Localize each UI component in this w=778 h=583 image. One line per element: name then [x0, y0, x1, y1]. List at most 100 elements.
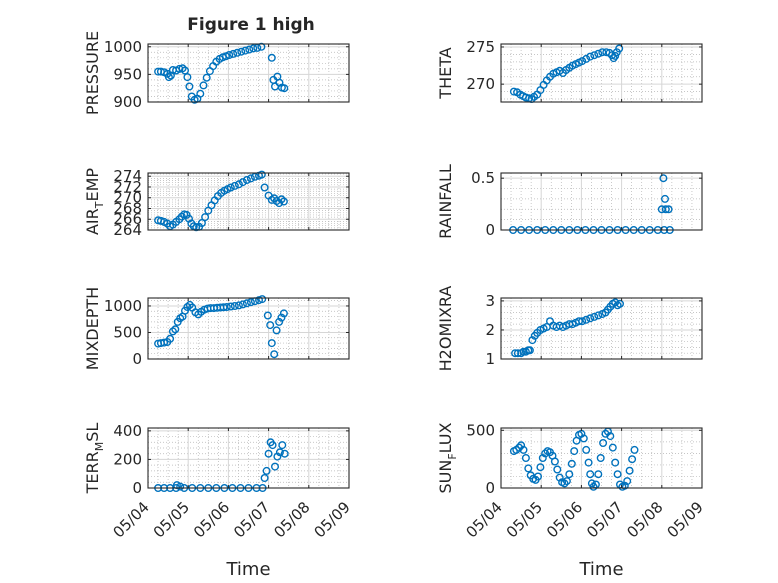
- data-point: [661, 194, 670, 203]
- data-point: [586, 52, 595, 61]
- y-tick-label: 1000: [104, 38, 142, 56]
- data-point: [541, 449, 550, 458]
- data-point: [234, 180, 243, 189]
- data-point: [246, 298, 255, 307]
- data-point: [185, 82, 194, 91]
- data-point: [613, 470, 622, 479]
- data-point: [275, 448, 284, 457]
- data-point: [578, 317, 587, 326]
- data-point: [594, 311, 603, 320]
- axes-frame: [500, 43, 703, 103]
- data-point: [180, 66, 189, 75]
- data-point: [594, 49, 603, 58]
- data-point: [222, 303, 231, 312]
- x-axis-label: Time: [578, 559, 623, 580]
- data-point: [582, 54, 591, 63]
- y-axis-label: H2OMIXRA: [436, 286, 455, 372]
- data-point: [578, 57, 587, 66]
- data-point: [245, 45, 254, 54]
- data-point: [278, 441, 287, 450]
- axes-frame: [147, 172, 350, 231]
- data-point: [582, 315, 591, 324]
- data-point: [664, 205, 673, 214]
- data-point: [226, 183, 235, 192]
- data-point: [160, 338, 169, 347]
- data-point: [628, 455, 637, 464]
- data-point: [268, 441, 277, 450]
- data-point: [550, 457, 559, 466]
- y-tick-label: 900: [113, 93, 142, 111]
- subplot-2: 270 275 THETA: [436, 38, 703, 103]
- y-tick-label: 0: [485, 221, 495, 239]
- data-point: [608, 443, 617, 452]
- x-axis-label: Time: [225, 559, 270, 580]
- data-point: [579, 434, 588, 443]
- figure-title: Figure 1 high: [187, 15, 315, 35]
- data-point: [246, 174, 255, 183]
- data-point: [630, 445, 639, 454]
- data-point: [594, 470, 603, 479]
- axes-frame: [147, 427, 350, 489]
- data-point: [509, 87, 518, 96]
- data-point: [233, 48, 242, 57]
- data-point: [199, 81, 208, 90]
- data-point: [590, 51, 599, 60]
- y-tick-label: 0.5: [471, 169, 495, 187]
- axes-frame: [147, 43, 350, 103]
- data-point: [616, 299, 625, 308]
- data-point: [280, 449, 289, 458]
- data-point: [249, 44, 258, 53]
- data-point: [586, 314, 595, 323]
- y-tick-label: 400: [113, 422, 142, 440]
- y-axis-label: TERRMSL: [83, 423, 106, 495]
- data-point: [237, 47, 246, 56]
- data-point: [277, 195, 286, 204]
- data-point: [196, 89, 205, 98]
- data-point: [183, 303, 192, 312]
- data-point: [570, 447, 579, 456]
- data-point: [582, 445, 591, 454]
- data-point: [176, 482, 185, 491]
- data-point: [164, 73, 173, 82]
- y-tick-label: 264: [113, 221, 142, 239]
- data-point: [260, 183, 269, 192]
- y-axis-label: SUNFLUX: [436, 422, 459, 493]
- data-point: [271, 462, 280, 471]
- data-point: [279, 197, 288, 206]
- y-axis-label: MIXDEPTH: [83, 287, 102, 370]
- y-tick-label: 1: [485, 350, 495, 368]
- y-tick-label: 3: [485, 292, 495, 310]
- y-tick-label: 274: [113, 167, 142, 185]
- axes-frame: [500, 172, 703, 231]
- data-point: [264, 449, 273, 458]
- y-axis-label: RAINFALL: [436, 164, 455, 239]
- data-point: [280, 84, 289, 93]
- y-tick-label: 0: [485, 479, 495, 497]
- data-point: [263, 311, 272, 320]
- data-point: [166, 334, 175, 343]
- data-point: [661, 205, 670, 214]
- data-point: [197, 218, 206, 227]
- data-point: [536, 463, 545, 472]
- data-point: [242, 175, 251, 184]
- data-point: [560, 479, 569, 488]
- data-point: [275, 317, 284, 326]
- y-axis-label: PRESSURE: [83, 31, 102, 115]
- data-point: [606, 432, 615, 441]
- data-point: [238, 300, 247, 309]
- data-point: [659, 174, 668, 183]
- y-tick-label: 500: [113, 323, 142, 341]
- y-tick-label: 266: [113, 210, 142, 228]
- data-point: [575, 317, 584, 326]
- data-point: [565, 470, 574, 479]
- data-point: [177, 212, 186, 221]
- data-point: [625, 466, 634, 475]
- data-point: [611, 51, 620, 60]
- y-tick-label: 272: [113, 178, 142, 196]
- data-point: [586, 470, 595, 479]
- data-point: [553, 465, 562, 474]
